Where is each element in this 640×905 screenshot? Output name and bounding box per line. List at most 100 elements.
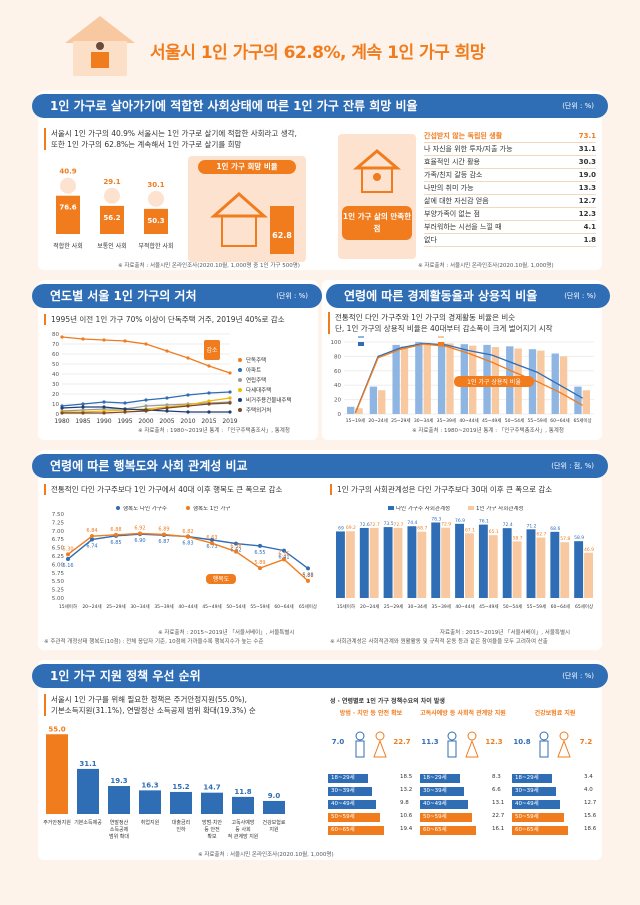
section-4-note-right1: 자료출처 : 2015~2019년 「서울서베이」, 서울특별시 — [440, 630, 571, 636]
section-5-desc: 서울시 1인 가구를 위해 필요한 정책은 주거안정지원(55.0%), 기본소득… — [44, 694, 324, 716]
happy-label: 6.74 — [86, 544, 97, 550]
age-row-value: 3.4 — [584, 774, 593, 780]
y-tick: 20 — [334, 398, 341, 404]
series-point — [228, 396, 232, 400]
age-row-value: 12.7 — [584, 800, 597, 806]
age-row-label: 30~39세 — [512, 787, 556, 796]
age-row-value: 18.5 — [400, 774, 413, 780]
social-value: 72.4 — [503, 522, 513, 528]
x-tick: 55~59세 — [250, 603, 269, 610]
y-tick: 6.25 — [52, 554, 65, 560]
series-point — [123, 410, 127, 414]
satisfaction-row: 부양가족이 없는 점 12.3 — [424, 207, 596, 221]
social-value: 71.2 — [526, 523, 536, 529]
satisfaction-value: 12.7 — [567, 194, 596, 208]
suit-bar-value-0: 76.6 — [59, 204, 76, 212]
y-tick: 60 — [52, 352, 59, 358]
series-point — [165, 406, 169, 410]
age-row-label: 30~39세 — [328, 787, 372, 796]
x-tick: 50~54세 — [505, 417, 524, 424]
age-row-label: 50~59세 — [328, 813, 380, 822]
satisfaction-value: 13.3 — [567, 181, 596, 195]
suit-top-value-0: 40.9 — [59, 168, 76, 176]
male-icon — [539, 731, 549, 741]
satisfaction-value: 30.3 — [567, 155, 596, 169]
happy-point — [258, 543, 262, 548]
happy-label: 6.73 — [206, 544, 217, 550]
gender-icon — [447, 731, 479, 758]
section-3: 연령에 따른 경제활동율과 상용직 비율 (단위 : %) 전통적인 다인 가구주… — [322, 280, 610, 440]
satisfaction-item: 삶에 대한 자신감 얻음 — [424, 194, 568, 208]
female-body — [373, 739, 387, 758]
social-value: 58.7 — [513, 535, 523, 541]
age-row-value: 15.6 — [584, 813, 597, 819]
satisfaction-value: 4.1 — [567, 220, 596, 234]
series-point — [186, 393, 190, 397]
satisfaction-value: 31.1 — [567, 142, 596, 156]
satisfaction-item: 간섭받지 않는 독립된 생활 — [424, 130, 568, 143]
callout-label: 1인 가구 상용직 비율 — [467, 378, 521, 386]
policy-cat-4: 인하 — [176, 826, 186, 833]
series-point — [186, 410, 190, 414]
policy-group-panel: 고독사예방 등 사회적 관계망 지원 11.3 12.3 18~29세 8.3 30~39… — [420, 710, 506, 846]
econ-bar-multi — [392, 344, 400, 414]
social-value: 72.9 — [441, 522, 451, 528]
happy-point — [162, 532, 166, 537]
page-title: 서울시 1인 가구의 62.8%, 계속 1인 가구 희망 — [150, 43, 485, 63]
series-point — [165, 396, 169, 400]
series-point — [207, 391, 211, 395]
x-tick: 25~29세 — [384, 603, 403, 610]
series-point — [207, 410, 211, 414]
x-tick: 1980 — [54, 418, 69, 425]
social-value: 76.9 — [455, 518, 465, 524]
happy-point — [282, 548, 286, 553]
legend-marker — [358, 342, 364, 346]
female-icon — [559, 731, 569, 741]
x-tick: 60~64세 — [274, 603, 293, 610]
econ-bar-single — [582, 390, 590, 414]
x-tick: 30~34세 — [408, 603, 427, 610]
age-row-label: 18~29세 — [512, 774, 552, 783]
legend-marker — [358, 336, 364, 338]
suit-bar-value-2: 50.3 — [147, 217, 164, 225]
section-5-heading: 1인 가구 지원 정책 우선 순위 (단위 : %) — [32, 664, 608, 688]
x-tick: 30~34세 — [130, 603, 149, 610]
social-value: 62.7 — [536, 532, 546, 538]
y-tick: 80 — [52, 332, 59, 338]
age-row-label: 60~65세 — [420, 826, 476, 835]
happy-label: 6.85 — [110, 540, 121, 546]
policy-value-1: 31.1 — [79, 760, 96, 768]
social-bar-multi — [502, 528, 512, 598]
series-point — [207, 402, 211, 406]
satisfaction-item: 가족/친지 갈등 감소 — [424, 168, 568, 182]
econ-bar-single — [446, 343, 454, 414]
satisfaction-icon-box: 1인 가구 삶의 만족한 점 — [338, 134, 416, 259]
male-value: 11.3 — [421, 738, 439, 746]
happy-label: 6.84 — [86, 528, 97, 534]
happy-point — [90, 537, 94, 542]
social-bar-multi — [407, 526, 417, 598]
series-point — [186, 404, 190, 408]
y-tick: 80 — [334, 354, 341, 360]
happy-label: 6.92 — [134, 525, 145, 531]
age-row-value: 16.1 — [492, 826, 505, 832]
legend-marker — [186, 506, 190, 510]
male-value: 7.0 — [331, 738, 345, 746]
policy-cat-3: 취업지원 — [141, 819, 160, 826]
y-tick: 5.75 — [52, 571, 65, 577]
social-bar-multi — [431, 522, 441, 598]
happy-point — [210, 541, 214, 546]
x-tick: 40~44세 — [178, 603, 197, 610]
x-tick: 20~24세 — [360, 603, 379, 610]
x-tick: 55~59세 — [527, 603, 546, 610]
x-tick: 25~29세 — [106, 603, 125, 610]
policy-bar-2 — [108, 786, 130, 814]
satisfaction-row: 나 자신을 위한 투자/지출 가능 31.1 — [424, 142, 596, 156]
econ-bar-single — [378, 390, 386, 414]
x-tick: 20~24세 — [368, 417, 387, 424]
series-point — [123, 339, 127, 343]
legend-label: 아파트 — [246, 366, 261, 374]
series-point — [165, 349, 169, 353]
policy-cat-7: 건강보험료 — [262, 819, 285, 826]
social-bar-single — [512, 541, 522, 598]
